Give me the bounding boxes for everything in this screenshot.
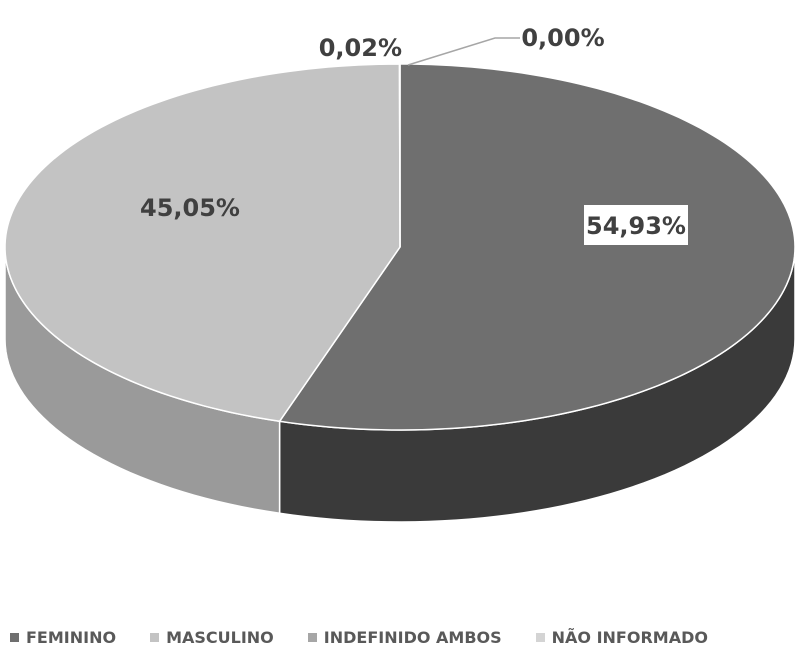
pie-top-faces: [4, 63, 796, 431]
legend-swatch-indefinido-ambos: [307, 632, 317, 642]
leader-lines: [407, 37, 520, 66]
chart-legend: FEMININO MASCULINO INDEFINIDO AMBOS NÃO …: [10, 626, 810, 648]
legend-item-feminino: FEMININO: [10, 628, 116, 647]
legend-swatch-masculino: [150, 632, 160, 642]
pie-slice-feminino: [278, 63, 796, 431]
legend-swatch-nao-informado: [535, 632, 545, 642]
pie-chart: 54,93% 45,05% 0,02% 0,00%: [4, 24, 796, 523]
legend-item-indefinido-ambos: INDEFINIDO AMBOS: [307, 627, 502, 647]
leader-line-nao-informado: [407, 37, 520, 66]
data-label-feminino: 54,93%: [586, 212, 686, 240]
data-label-box-feminino: [584, 205, 688, 245]
legend-item-masculino: MASCULINO: [150, 628, 274, 647]
pie-slice-masculino: [4, 63, 401, 423]
data-label-masculino: 45,05%: [140, 194, 240, 222]
data-label-nao-informado: 0,00%: [521, 24, 604, 52]
legend-swatch-feminino: [10, 632, 19, 642]
legend-item-nao-informado: NÃO INFORMADO: [535, 627, 708, 647]
data-labels: 54,93% 45,05% 0,02% 0,00%: [140, 24, 688, 245]
data-label-indefinido-ambos: 0,02%: [319, 34, 402, 62]
legend-label-indefinido-ambos: INDEFINIDO AMBOS: [323, 627, 502, 647]
legend-label-masculino: MASCULINO: [166, 627, 274, 647]
legend-label-feminino: FEMININO: [26, 627, 117, 647]
pie-slice-indefinido-ambos: [398, 63, 401, 248]
legend-label-nao-informado: NÃO INFORMADO: [551, 627, 708, 647]
